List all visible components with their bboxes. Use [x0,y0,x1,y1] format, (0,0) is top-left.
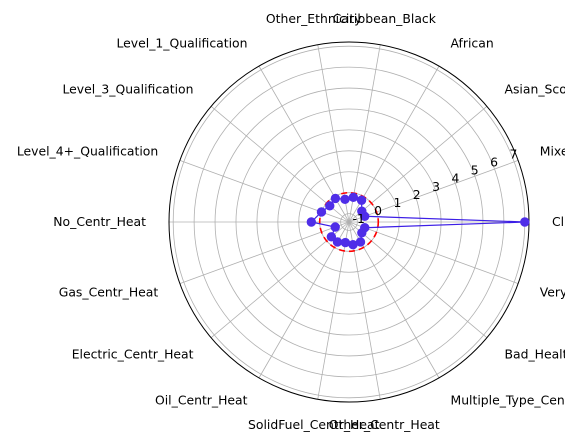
data-point-asian-scot-brit [357,206,367,216]
category-label: Electric_Centr_Heat [72,346,194,361]
data-point-level-3-qualification [325,201,335,211]
category-label: VeryBad_Health [540,284,565,299]
category-label: No_Centr_Heat [53,214,146,229]
category-label: Cluster [552,214,565,229]
data-point-level-4-qualification [316,207,327,217]
category-label: African [451,36,494,51]
radar-grid [168,41,530,403]
reference-circle [318,191,380,253]
category-label: Level_3_Qualification [62,82,193,97]
r-tick-label: 1 [393,195,401,210]
grid-spoke [179,221,350,284]
category-label: Mixed_Ethnicity [540,144,565,159]
category-label: Multiple_Type_Centr_Heat [451,392,565,407]
data-point-oil-centr-heat [332,237,343,247]
r-tick-label: 7 [509,147,517,162]
category-label: Gas_Centr_Heat [59,284,159,299]
category-label: Other_Centr_Heat [329,417,440,432]
r-tick-label: 4 [451,171,459,186]
category-label: Level_1_Qualification [116,36,247,51]
data-point-gas-centr-heat [330,222,340,232]
data-point-other-ethnicity [340,194,350,205]
data-point-multiple-type-centr-heat [355,237,366,247]
r-tick-label: 6 [490,155,498,170]
data-point-level-1-qualification [330,193,341,204]
category-label: Level_4+_Qualification [17,144,158,159]
r-tick-label: 0 [374,203,382,218]
category-label: Caribbean_Black [333,11,437,26]
category-label: Other_Ethnicity [266,11,362,26]
category-labels: Cluster Mixed_Ethnicity Asian_Scot_Brit Afr… [17,11,565,432]
data-point-solidfuel-centr-heat [340,237,351,248]
category-label: Bad_Health [505,346,565,361]
series-layer [306,192,530,250]
category-label: Asian_Scot_Brit [505,82,565,97]
grid-spoke [348,221,519,284]
data-point-caribbean-black [348,192,359,202]
data-point-african [356,195,367,205]
r-tick-label: 3 [432,179,440,194]
r-tick-label: 2 [413,187,421,202]
data-point-cluster [520,217,530,227]
r-tick-label: -1 [353,211,365,226]
r-tick-label: 5 [471,163,479,178]
reference-circle-layer [318,191,380,253]
data-point-no-centr-heat [306,217,317,227]
category-label: SolidFuel_Centr_Heat [248,417,380,432]
category-label: Oil_Centr_Heat [155,392,248,407]
data-point-verybad-health [360,223,370,233]
data-point-electric-centr-heat [326,232,337,242]
